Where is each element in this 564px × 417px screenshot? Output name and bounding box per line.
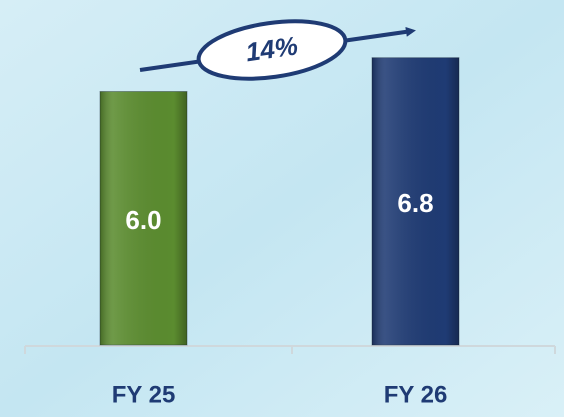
bar-shading: [100, 91, 187, 345]
baseline: [24, 345, 556, 354]
value-label: 6.0: [125, 205, 161, 235]
bar-shading: [372, 57, 459, 345]
annotation-text: 14%: [244, 30, 300, 67]
bars: [99, 57, 460, 346]
value-label: 6.8: [397, 188, 433, 218]
x-tick-label: FY 25: [112, 381, 176, 408]
growth-annotation: 14%: [139, 19, 416, 81]
x-tick-label: FY 26: [384, 381, 448, 408]
